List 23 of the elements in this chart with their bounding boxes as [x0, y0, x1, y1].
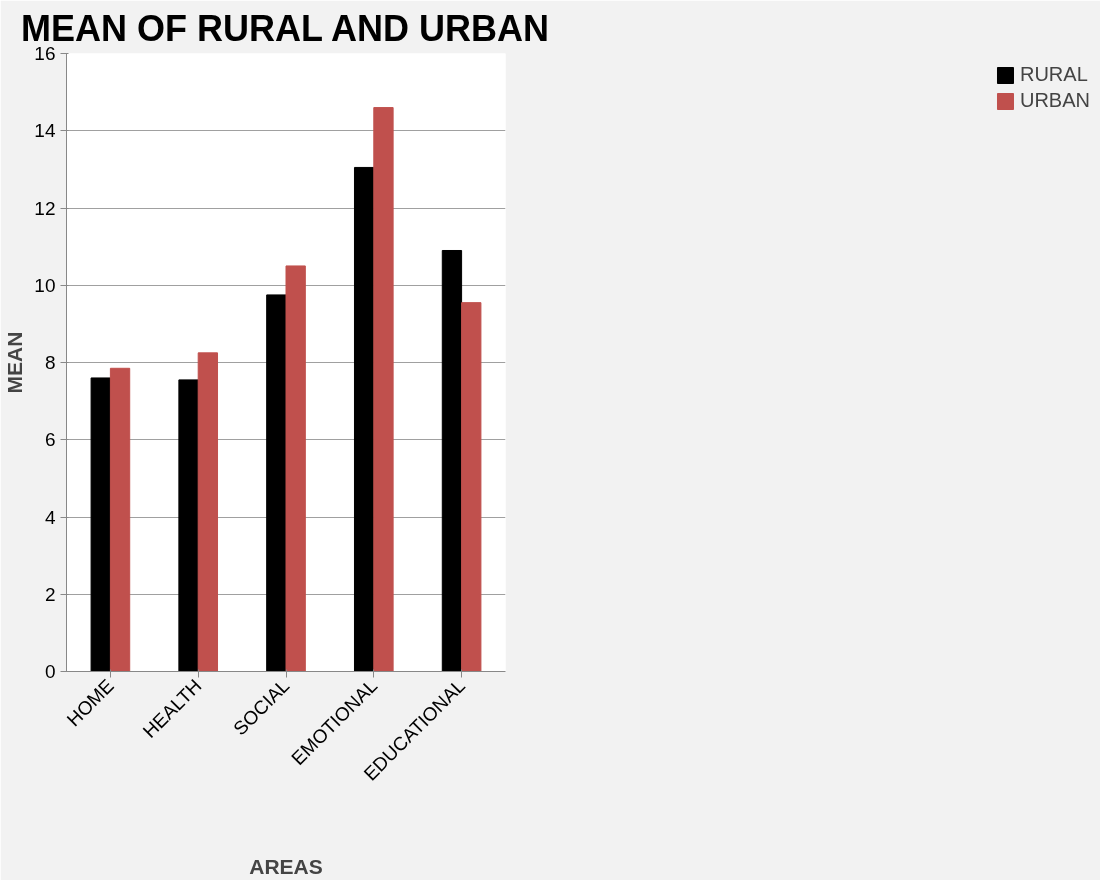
y-tick-label: 0: [44, 661, 56, 682]
bar: [353, 166, 375, 672]
legend-label: RURAL: [1019, 63, 1088, 86]
bar: [109, 367, 131, 672]
bar: [441, 249, 463, 672]
y-axis-title: MEAN: [3, 331, 27, 394]
y-tick-label: 10: [34, 274, 56, 296]
x-axis-title: AREAS: [249, 854, 323, 878]
bar: [266, 294, 287, 672]
bar: [373, 107, 394, 672]
bar: [285, 265, 306, 672]
bar: [178, 379, 199, 672]
legend-label: URBAN: [1019, 89, 1090, 112]
y-tick-label: 4: [44, 506, 56, 528]
y-tick-label: 8: [44, 352, 56, 373]
y-tick-label: 6: [44, 429, 56, 451]
bar: [197, 352, 219, 672]
bar: [461, 302, 482, 672]
y-tick-label: 12: [34, 197, 56, 219]
bar: [90, 377, 111, 672]
y-tick-label: 2: [44, 583, 56, 605]
y-tick-label: 14: [34, 120, 56, 142]
y-tick-label: 16: [34, 43, 56, 64]
